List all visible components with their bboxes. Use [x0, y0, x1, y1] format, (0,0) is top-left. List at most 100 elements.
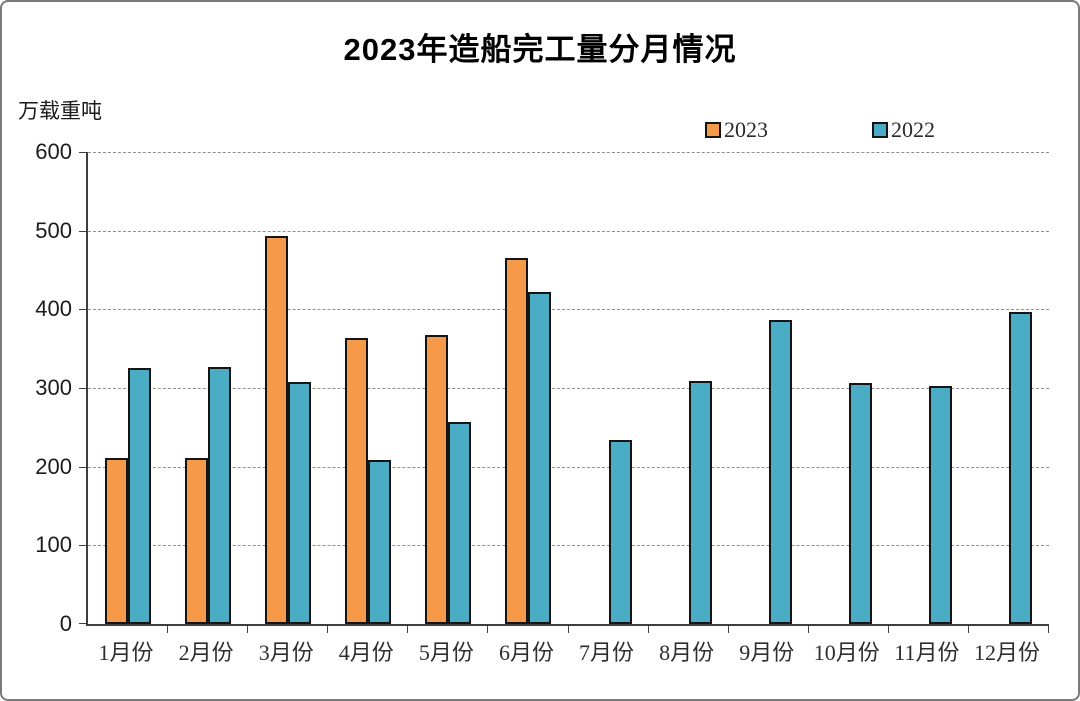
gridline-600 [88, 152, 1049, 153]
x-tick-mark-9 [807, 626, 809, 633]
bar-2022-10月份 [848, 383, 872, 624]
bar-slot-2022-10月份 [848, 152, 872, 624]
x-label-10月份: 10月份 [813, 640, 880, 665]
bar-group-6月份 [488, 152, 568, 624]
bar-group-8月份 [649, 152, 729, 624]
bar-2023-1月份 [105, 458, 129, 624]
bar-2023-5月份 [425, 334, 449, 624]
x-label-3月份: 3月份 [258, 640, 314, 665]
y-tick-label-200: 200 [35, 453, 72, 479]
bar-2023-3月份 [265, 236, 289, 624]
bar-slot-2022-11月份 [928, 152, 952, 624]
x-tick-mark-12 [1048, 626, 1049, 633]
bar-slot-2023-4月份 [345, 152, 369, 624]
bar-slot-2023-12月份 [986, 152, 1009, 624]
bar-slot-2022-5月份 [448, 152, 472, 624]
bar-group-1月份 [88, 152, 168, 624]
bar-slot-2023-3月份 [265, 152, 289, 624]
y-axis-unit-label: 万载重吨 [18, 100, 102, 123]
bar-group-2月份 [168, 152, 248, 624]
bar-slot-2023-9月份 [746, 152, 769, 624]
y-tick-mark-400 [79, 309, 87, 311]
legend-item-2023: 2023 [705, 119, 768, 141]
bar-slot-2022-7月份 [608, 152, 632, 624]
x-label-9月份: 9月份 [739, 640, 795, 665]
gridline-400 [88, 309, 1049, 311]
bar-group-5月份 [408, 152, 488, 624]
bar-group-4月份 [328, 152, 408, 624]
bar-2022-3月份 [288, 381, 312, 624]
y-tick-mark-600 [79, 152, 87, 153]
gridline-500 [88, 230, 1049, 232]
x-label-5月份: 5月份 [418, 640, 474, 665]
bar-slot-2023-7月份 [586, 152, 609, 624]
bar-slot-2022-12月份 [1008, 152, 1032, 624]
bar-2022-2月份 [208, 366, 232, 624]
y-tick-label-600: 600 [35, 139, 72, 164]
bar-slot-2022-2月份 [208, 152, 232, 624]
x-tick-mark-4 [407, 626, 409, 633]
y-tick-mark-100 [79, 545, 87, 547]
bar-slot-2023-8月份 [666, 152, 689, 624]
bar-slot-2023-6月份 [505, 152, 529, 624]
chart-title: 2023年造船完工量分月情况 [343, 32, 737, 67]
x-tick-mark-1 [167, 626, 169, 633]
bar-2022-4月份 [368, 459, 392, 624]
bar-2022-5月份 [448, 421, 472, 624]
bar-2022-9月份 [768, 320, 792, 624]
x-tick-mark-10 [887, 626, 889, 633]
x-label-7月份: 7月份 [579, 640, 635, 665]
legend-label-2023: 2023 [724, 117, 768, 142]
y-tick-label-300: 300 [35, 375, 72, 400]
bar-slot-2022-8月份 [688, 152, 712, 624]
bar-slot-2023-2月份 [185, 152, 209, 624]
gridline-100 [88, 545, 1049, 547]
bar-slot-2023-1月份 [105, 152, 129, 624]
y-tick-mark-200 [79, 466, 87, 468]
bar-2023-6月份 [505, 258, 529, 624]
x-tick-mark-5 [487, 626, 489, 633]
x-tick-mark-8 [727, 626, 729, 633]
bar-2022-8月份 [688, 380, 712, 624]
y-tick-label-0: 0 [59, 611, 72, 636]
y-tick-mark-500 [79, 230, 87, 232]
x-tick-mark-3 [327, 626, 329, 633]
y-tick-mark-0 [79, 623, 87, 624]
legend-swatch-2022 [872, 122, 888, 138]
x-label-11月份: 11月份 [894, 640, 960, 665]
bar-2022-6月份 [528, 292, 552, 624]
legend-label-2022: 2022 [891, 117, 935, 142]
x-label-4月份: 4月份 [338, 640, 394, 665]
x-label-6月份: 6月份 [498, 640, 554, 665]
bar-slot-2022-4月份 [368, 152, 392, 624]
bar-slot-2022-9月份 [768, 152, 792, 624]
bar-2022-1月份 [128, 368, 152, 624]
bar-2022-11月份 [928, 386, 952, 624]
bar-slot-2023-5月份 [425, 152, 449, 624]
bar-group-9月份 [729, 152, 809, 624]
legend-item-2022: 2022 [872, 119, 935, 141]
x-tick-mark-2 [247, 626, 249, 633]
x-tick-mark-11 [967, 626, 969, 633]
bar-group-7月份 [569, 152, 649, 624]
bar-group-12月份 [969, 152, 1049, 624]
bar-slot-2022-3月份 [288, 152, 312, 624]
legend: 2023 2022 [705, 119, 935, 141]
bar-group-11月份 [889, 152, 969, 624]
y-tick-label-400: 400 [35, 296, 72, 322]
legend-swatch-2023 [705, 122, 721, 138]
y-tick-label-500: 500 [35, 217, 72, 243]
x-tick-mark-7 [647, 626, 649, 633]
gridline-200 [88, 466, 1049, 468]
plot-area [79, 152, 1049, 633]
bar-2023-4月份 [345, 338, 369, 624]
bar-slot-2023-10月份 [826, 152, 849, 624]
x-label-8月份: 8月份 [659, 640, 715, 665]
y-tick-label-100: 100 [35, 532, 72, 558]
bar-2022-7月份 [608, 439, 632, 624]
x-tick-mark-6 [567, 626, 569, 633]
bar-group-10月份 [809, 152, 889, 624]
bar-slot-2022-1月份 [128, 152, 152, 624]
x-label-1月份: 1月份 [98, 640, 154, 665]
